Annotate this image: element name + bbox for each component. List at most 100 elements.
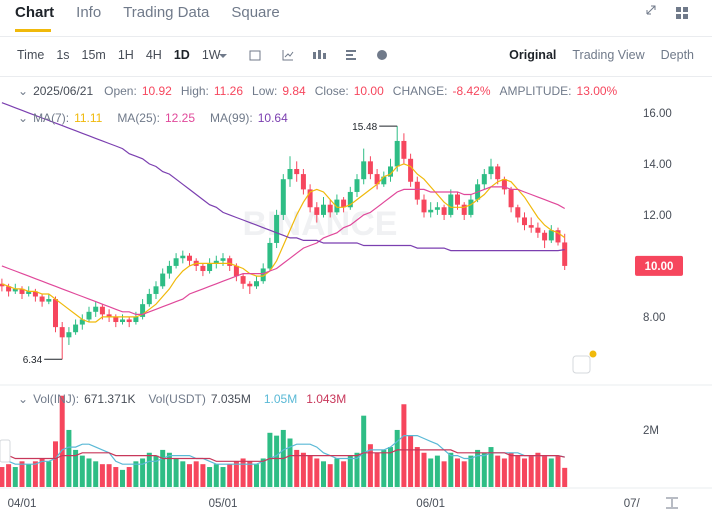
view[interactable]: Trading View [572, 48, 645, 62]
volume-bar [327, 464, 333, 487]
vol-ma-value: 1.05M [263, 392, 298, 406]
price-tag-label: 10.00 [645, 261, 674, 273]
candle-body [19, 288, 25, 294]
volume-bar [461, 461, 467, 487]
field-label: AMPLITUDE: [499, 84, 572, 98]
candle-body [240, 276, 246, 284]
toolbar: Time 1s 15m 1H 4H 1D 1W [17, 48, 221, 62]
grid-icon[interactable] [676, 7, 688, 19]
scale-icon[interactable] [666, 497, 678, 509]
candle-body [53, 299, 58, 328]
timeframe[interactable]: 1D [173, 48, 190, 62]
volume-bar [555, 455, 561, 487]
collapse-handle[interactable] [0, 439, 11, 463]
volume-bar [548, 458, 554, 487]
candle-body [59, 327, 65, 338]
volume-bar [79, 455, 85, 487]
candle-body [220, 258, 226, 261]
candle-body [66, 332, 72, 338]
volume-bar [180, 461, 186, 487]
volume-bar [254, 464, 259, 487]
volume-bar [388, 447, 393, 487]
volume-bar [294, 449, 300, 487]
ma-name: MA(25): [117, 111, 160, 125]
volume-ma-line [1, 435, 565, 465]
candle-body [73, 324, 79, 333]
volume-bar [187, 464, 192, 487]
field-value: 9.84 [282, 84, 306, 98]
candle-body [46, 299, 52, 302]
volume-ma-line [1, 449, 565, 462]
candle-body [361, 161, 367, 180]
volume-bar [535, 452, 541, 487]
volume-bar [247, 461, 253, 487]
candle-body [39, 296, 45, 302]
field-label: Low: [252, 84, 278, 98]
expand-icon[interactable] [646, 5, 656, 15]
tab[interactable]: Chart [15, 4, 55, 21]
volume-bar [133, 461, 139, 487]
candle-body [501, 179, 507, 190]
candle-body [522, 217, 527, 226]
vol-tick-label: 2M [643, 425, 659, 437]
x-tick-label: 04/01 [8, 498, 37, 510]
volume-bar [414, 447, 420, 487]
candle-body [414, 181, 420, 200]
candle-body [441, 207, 447, 215]
volume-bar [508, 452, 514, 487]
ma-name: MA(7): [33, 111, 70, 125]
vol-ma-value: 1.043M [306, 392, 347, 406]
tab[interactable]: Trading Data [123, 4, 210, 21]
candle-body [381, 176, 387, 185]
candle-body [300, 174, 306, 190]
volume-bar [59, 395, 65, 487]
timeframe[interactable]: 15m [81, 48, 106, 62]
timeframe[interactable]: 4H [145, 48, 162, 62]
price-plot: 15.48 6.34 [0, 102, 568, 366]
candle-body [394, 140, 400, 167]
candle-body [461, 204, 467, 215]
timeframe[interactable]: Time [17, 48, 45, 62]
volume-bar [441, 461, 447, 487]
volume-bar [0, 467, 5, 487]
candle-body [274, 214, 280, 243]
candle-body [153, 286, 159, 294]
volume-bar [374, 452, 380, 487]
indicator-icon[interactable] [572, 355, 591, 374]
view[interactable]: Depth [660, 48, 694, 62]
candle-body [542, 232, 548, 241]
field-value: 13.00% [576, 84, 618, 98]
volume-bar [367, 444, 373, 487]
candle-body [140, 304, 146, 317]
vol-usdt-value: 7.035M [210, 392, 251, 406]
volume-bar [542, 455, 548, 487]
candle-body [434, 207, 440, 210]
candle-body [448, 194, 454, 215]
field-label: Open: [104, 84, 137, 98]
volume-bar [120, 469, 125, 487]
y-tick-label: 16.00 [643, 108, 672, 120]
axes: 8.00 12.00 14.00 16.00 2M 04/01 05/01 06/01 07/1… [8, 108, 683, 510]
volume-bar [32, 461, 38, 487]
tab[interactable]: Square [231, 4, 280, 21]
candle-body [187, 255, 192, 261]
candle-body [12, 288, 18, 292]
timeframe[interactable]: 1W [201, 48, 221, 62]
tool-icons[interactable] [219, 50, 387, 61]
vol-value: 671.371K [84, 392, 136, 406]
candle-body [341, 199, 347, 208]
volume-bar [6, 464, 12, 487]
caret: ⌄ [18, 392, 29, 406]
candle-body [555, 230, 561, 243]
divider [0, 36, 712, 37]
timeframe[interactable]: 1s [56, 48, 70, 62]
volume-bar [153, 455, 159, 487]
candle-body [106, 314, 112, 317]
timeframe[interactable]: 1H [117, 48, 134, 62]
view[interactable]: Original [509, 48, 557, 62]
tab[interactable]: Info [76, 4, 102, 21]
volume-bar [233, 461, 239, 487]
candle-body [200, 265, 206, 272]
candle-body [367, 161, 373, 175]
